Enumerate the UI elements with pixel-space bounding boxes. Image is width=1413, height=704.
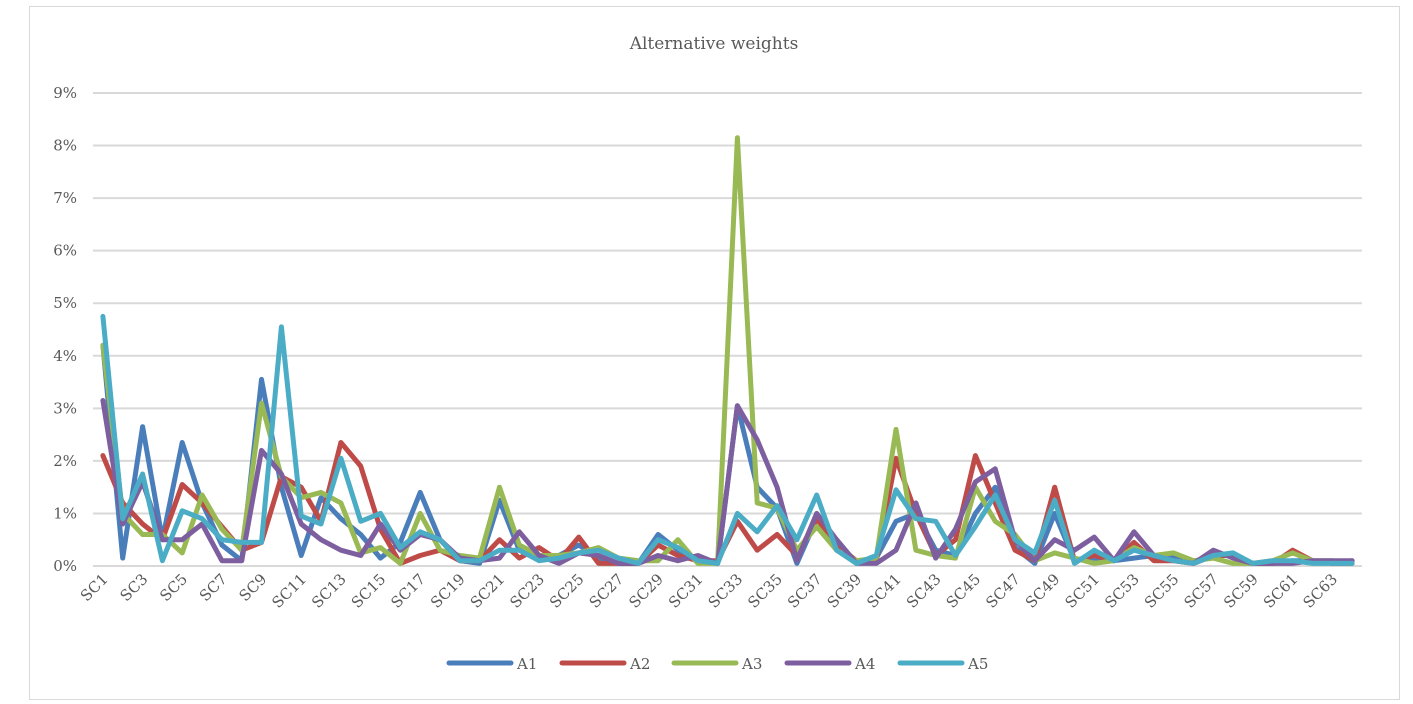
- x-tick-label: SC25: [546, 570, 588, 612]
- x-tick-label: SC51: [1062, 570, 1104, 612]
- x-tick-label: SC27: [586, 570, 628, 612]
- series-lines: [100, 135, 1355, 566]
- x-tick-label: SC63: [1299, 570, 1341, 612]
- x-tick-label: SC33: [705, 570, 747, 612]
- x-tick-label: SC5: [156, 570, 191, 605]
- y-tick-label: 5%: [53, 294, 77, 312]
- x-tick-label: SC57: [1181, 570, 1223, 612]
- y-tick-label: 2%: [53, 452, 77, 470]
- x-tick-label: SC9: [236, 570, 271, 605]
- x-tick-label: SC13: [308, 570, 350, 612]
- x-tick-label: SC55: [1141, 570, 1183, 612]
- legend-label-a1: A1: [516, 655, 537, 673]
- x-tick-label: SC45: [943, 570, 985, 612]
- legend: A1 A2 A3 A4 A5: [446, 655, 988, 673]
- legend-label-a3: A3: [741, 655, 762, 673]
- series-line-a4: [100, 398, 1355, 566]
- legend-label-a5: A5: [967, 655, 988, 673]
- y-tick-label: 7%: [53, 189, 77, 207]
- y-tick-label: 9%: [53, 84, 77, 102]
- chart-frame: [29, 6, 1400, 700]
- x-tick-label: SC11: [268, 570, 310, 612]
- x-tick-label: SC17: [387, 570, 429, 612]
- y-tick-label: 0%: [53, 557, 77, 575]
- x-tick-label: SC37: [784, 570, 826, 612]
- gridlines: [93, 92, 1362, 567]
- y-tick-label: 6%: [53, 242, 77, 260]
- x-tick-label: SC31: [665, 570, 707, 612]
- y-tick-label: 4%: [53, 347, 77, 365]
- x-tick-label: SC23: [506, 570, 548, 612]
- x-tick-label: SC49: [1022, 570, 1064, 612]
- y-axis-ticks: 0% 1% 2% 3% 4% 5% 6% 7% 8% 9%: [53, 84, 77, 575]
- legend-label-a2: A2: [629, 655, 650, 673]
- x-tick-label: SC15: [348, 570, 390, 612]
- x-tick-label: SC3: [117, 570, 152, 605]
- x-tick-label: SC59: [1220, 570, 1262, 612]
- chart-title: Alternative weights: [629, 34, 799, 54]
- x-tick-label: SC29: [625, 570, 667, 612]
- x-tick-label: SC21: [467, 570, 509, 612]
- x-tick-label: SC39: [824, 570, 866, 612]
- x-tick-label: SC47: [982, 570, 1024, 612]
- y-tick-label: 1%: [53, 504, 77, 522]
- x-tick-label: SC19: [427, 570, 469, 612]
- x-tick-label: SC35: [744, 570, 786, 612]
- series-line-a5: [100, 313, 1355, 566]
- x-tick-label: SC7: [196, 570, 231, 605]
- legend-label-a4: A4: [854, 655, 875, 673]
- x-tick-label: SC43: [903, 570, 945, 612]
- y-tick-label: 3%: [53, 399, 77, 417]
- x-tick-label: SC61: [1260, 570, 1302, 612]
- x-tick-label: SC53: [1101, 570, 1143, 612]
- x-tick-label: SC41: [863, 570, 905, 612]
- x-axis-ticks: SC1 SC3 SC5 SC7 SC9SC11SC13SC15SC17SC19SC21S…: [77, 570, 1341, 612]
- y-tick-label: 8%: [53, 137, 77, 155]
- x-tick-label: SC1: [77, 570, 112, 605]
